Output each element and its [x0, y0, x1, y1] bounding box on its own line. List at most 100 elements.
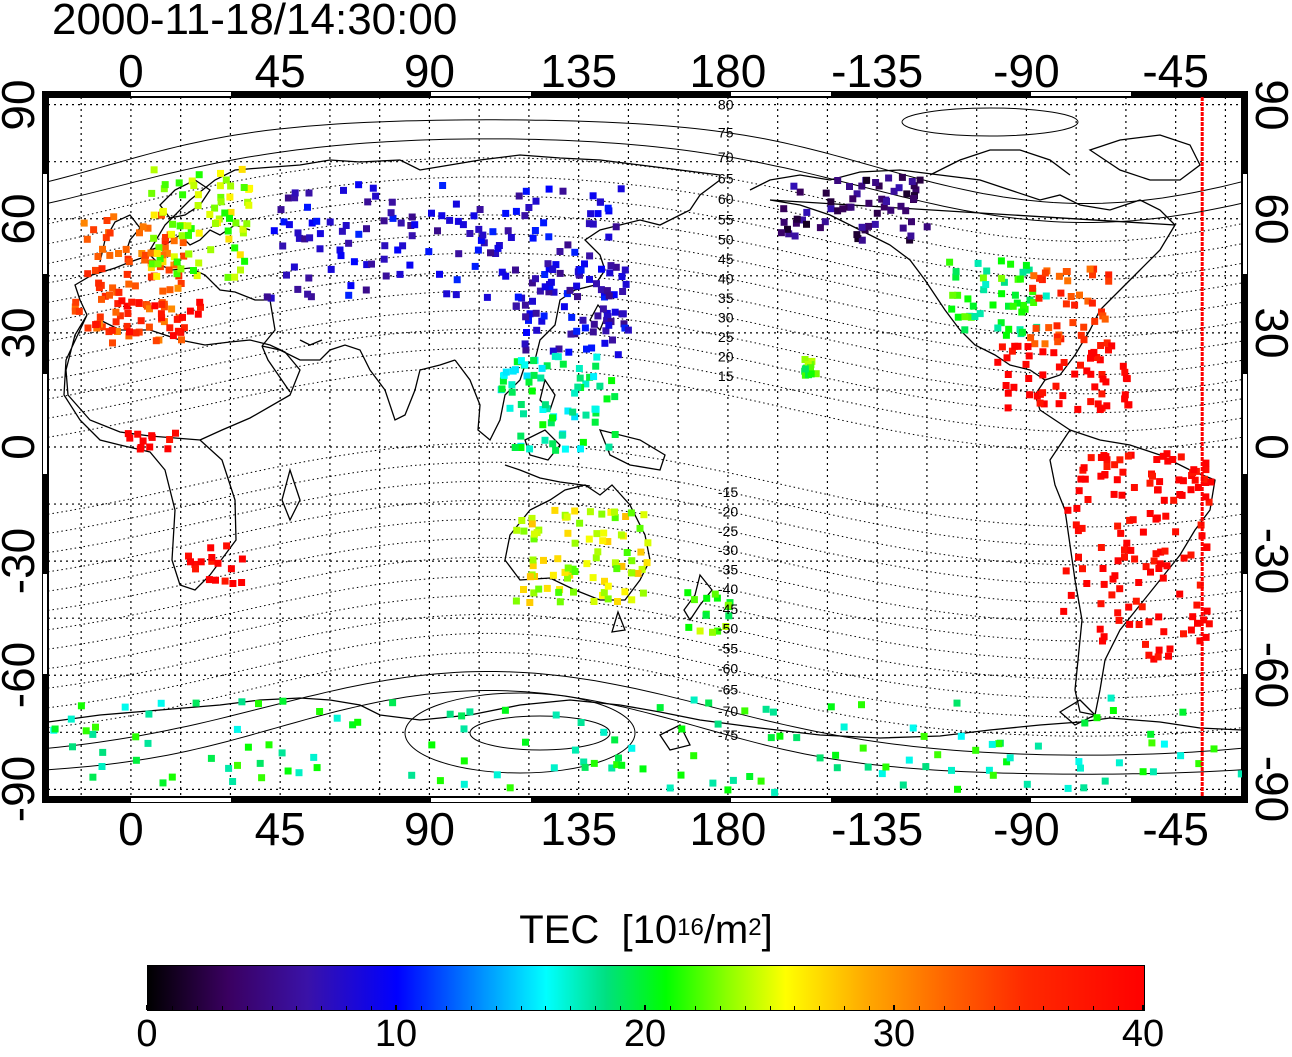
tec-cell: [170, 253, 178, 261]
tec-cell: [551, 506, 559, 514]
tec-cell: [180, 324, 188, 332]
tec-cell: [985, 766, 993, 774]
colorbar-minor-tick: [545, 1006, 547, 1010]
tec-cell: [1100, 580, 1108, 588]
tec-cell: [1098, 308, 1105, 316]
tec-cell: [872, 179, 880, 186]
tec-cell: [1114, 522, 1122, 530]
tec-cell: [502, 209, 510, 217]
tec-cell: [567, 330, 575, 338]
tec-cell: [590, 373, 598, 381]
contour-line: [48, 252, 1242, 338]
colorbar-minor-tick: [470, 1006, 472, 1010]
tec-cell: [408, 213, 416, 221]
tec-cell: [190, 182, 198, 189]
tec-cell: [586, 373, 594, 381]
tec-cell: [556, 269, 564, 277]
tec-cell: [515, 192, 523, 200]
tec-cell: [1105, 277, 1113, 285]
tec-cell: [466, 230, 474, 237]
tec-cell: [777, 229, 785, 237]
colorbar-minor-tick: [794, 1006, 796, 1010]
tec-cell: [543, 362, 551, 370]
tec-cell: [604, 538, 612, 545]
tec-cell: [822, 189, 830, 197]
tec-cell: [525, 316, 532, 324]
tec-cell: [816, 224, 824, 232]
tec-cell: [84, 270, 92, 278]
contour-label: 35: [718, 290, 734, 306]
tec-cell: [1147, 730, 1155, 738]
tec-cell: [141, 256, 149, 264]
colorbar-minor-tick: [1093, 1006, 1095, 1010]
tec-cell: [1101, 315, 1109, 323]
tec-cell: [568, 313, 576, 321]
tec-cell: [82, 727, 90, 735]
tec-cell: [243, 220, 251, 228]
tec-cell: [494, 244, 502, 252]
tec-cell: [225, 764, 233, 772]
tec-cell: [101, 292, 109, 300]
tec-cell: [1196, 581, 1204, 589]
colorbar-unit-exponent2: 2: [748, 914, 762, 941]
tec-cell: [619, 310, 627, 318]
tec-cell: [1126, 516, 1134, 524]
tec-cell: [109, 339, 116, 347]
tec-cell: [585, 220, 593, 228]
tec-cell: [185, 552, 192, 560]
tec-cell: [564, 241, 572, 249]
tec-cell: [1153, 514, 1161, 522]
tec-cell: [1125, 603, 1133, 611]
tec-cell: [1146, 479, 1154, 487]
tec-cell: [234, 761, 241, 769]
tec-cell: [564, 407, 572, 415]
tec-cell: [522, 346, 530, 354]
tec-cell: [564, 574, 571, 582]
tec-cell: [878, 195, 886, 203]
contour-label: 40: [718, 271, 734, 287]
tec-cell: [620, 320, 628, 328]
tec-cell: [387, 209, 395, 217]
tec-cell: [124, 310, 132, 317]
colorbar-tick-mark: [146, 1005, 148, 1010]
tec-cell: [526, 310, 534, 318]
tec-cell: [408, 232, 416, 240]
tec-cell: [1040, 400, 1048, 408]
contour-loop: [404, 692, 636, 774]
tec-cell: [976, 310, 984, 318]
contour-line: [48, 651, 1242, 737]
colorbar-minor-tick: [1018, 1006, 1020, 1010]
tec-cell: [1098, 390, 1106, 398]
left-tick-4: -30: [0, 527, 44, 595]
tec-cell: [265, 741, 273, 749]
contour-line: [48, 594, 1242, 680]
tec-cell: [1036, 399, 1044, 407]
tec-cell: [89, 773, 97, 781]
tec-cell: [1193, 601, 1201, 609]
top-tick-4: 180: [689, 45, 767, 97]
tec-cell: [304, 203, 311, 211]
tec-cell: [1074, 405, 1082, 413]
tec-cell: [169, 220, 177, 228]
tec-cell: [1077, 764, 1084, 772]
tec-cell: [112, 308, 120, 316]
tec-cell: [677, 771, 685, 779]
tec-cell: [607, 508, 615, 516]
tec-cell: [153, 272, 161, 280]
top-tick-6: -90: [993, 45, 1060, 97]
tec-cell: [909, 724, 917, 732]
tec-cell: [144, 224, 152, 232]
tec-cell: [123, 270, 131, 278]
tec-cell: [1073, 504, 1081, 512]
tec-cell: [1114, 609, 1122, 617]
tec-cell: [165, 266, 173, 274]
top-axis-bar: [48, 91, 1242, 97]
tec-cell: [525, 378, 533, 386]
left-tick-6: -90: [0, 756, 44, 823]
tec-cell: [489, 228, 497, 236]
tec-cell: [604, 313, 612, 321]
tec-cell: [178, 336, 185, 344]
tec-cell: [179, 313, 186, 321]
tec-cell: [1160, 496, 1168, 504]
tec-cell: [1069, 319, 1077, 327]
